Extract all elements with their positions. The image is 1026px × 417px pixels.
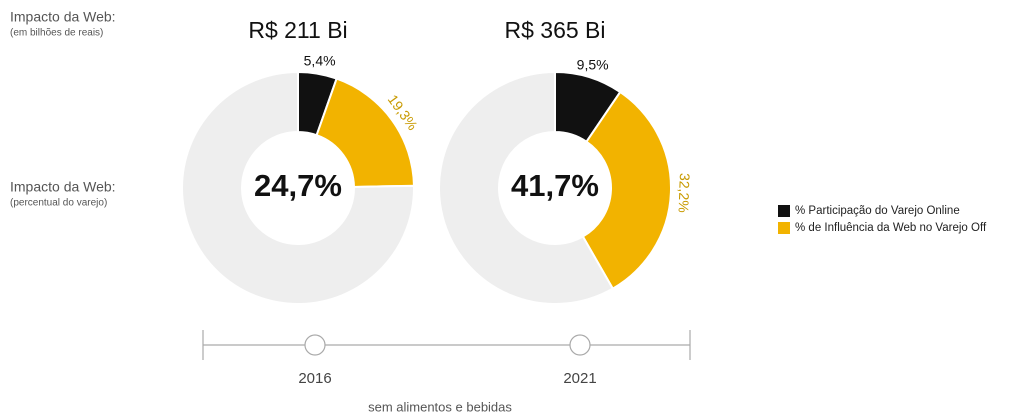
donut-slice bbox=[181, 70, 415, 305]
timeline-point bbox=[569, 334, 591, 356]
year-label: 2016 bbox=[298, 370, 331, 387]
year-label: 2021 bbox=[563, 370, 596, 387]
legend-label: % de Influência da Web no Varejo Off bbox=[795, 222, 987, 234]
side-sublabel: (percentual do varejo) bbox=[10, 198, 107, 209]
legend-swatch bbox=[778, 205, 790, 217]
value-label: 5,4% bbox=[304, 53, 336, 69]
donut-slice bbox=[438, 70, 615, 305]
center-label: 41,7% bbox=[511, 168, 599, 203]
legend-swatch bbox=[778, 222, 790, 234]
donut-slice bbox=[315, 77, 415, 188]
chart-title: R$ 365 Bi bbox=[504, 17, 605, 43]
chart-title: R$ 211 Bi bbox=[248, 17, 347, 43]
value-label: 32,2% bbox=[675, 173, 692, 213]
center-label: 24,7% bbox=[254, 168, 342, 203]
value-label: 9,5% bbox=[577, 56, 609, 72]
side-sublabel: (em bilhões de reais) bbox=[10, 28, 103, 39]
donut-slice bbox=[581, 90, 672, 290]
timeline-point bbox=[304, 334, 326, 356]
side-label: Impacto da Web: bbox=[10, 9, 116, 25]
side-label: Impacto da Web: bbox=[10, 179, 116, 195]
footnote: sem alimentos e bebidas bbox=[368, 399, 512, 414]
legend-label: % Participação do Varejo Online bbox=[795, 205, 960, 217]
